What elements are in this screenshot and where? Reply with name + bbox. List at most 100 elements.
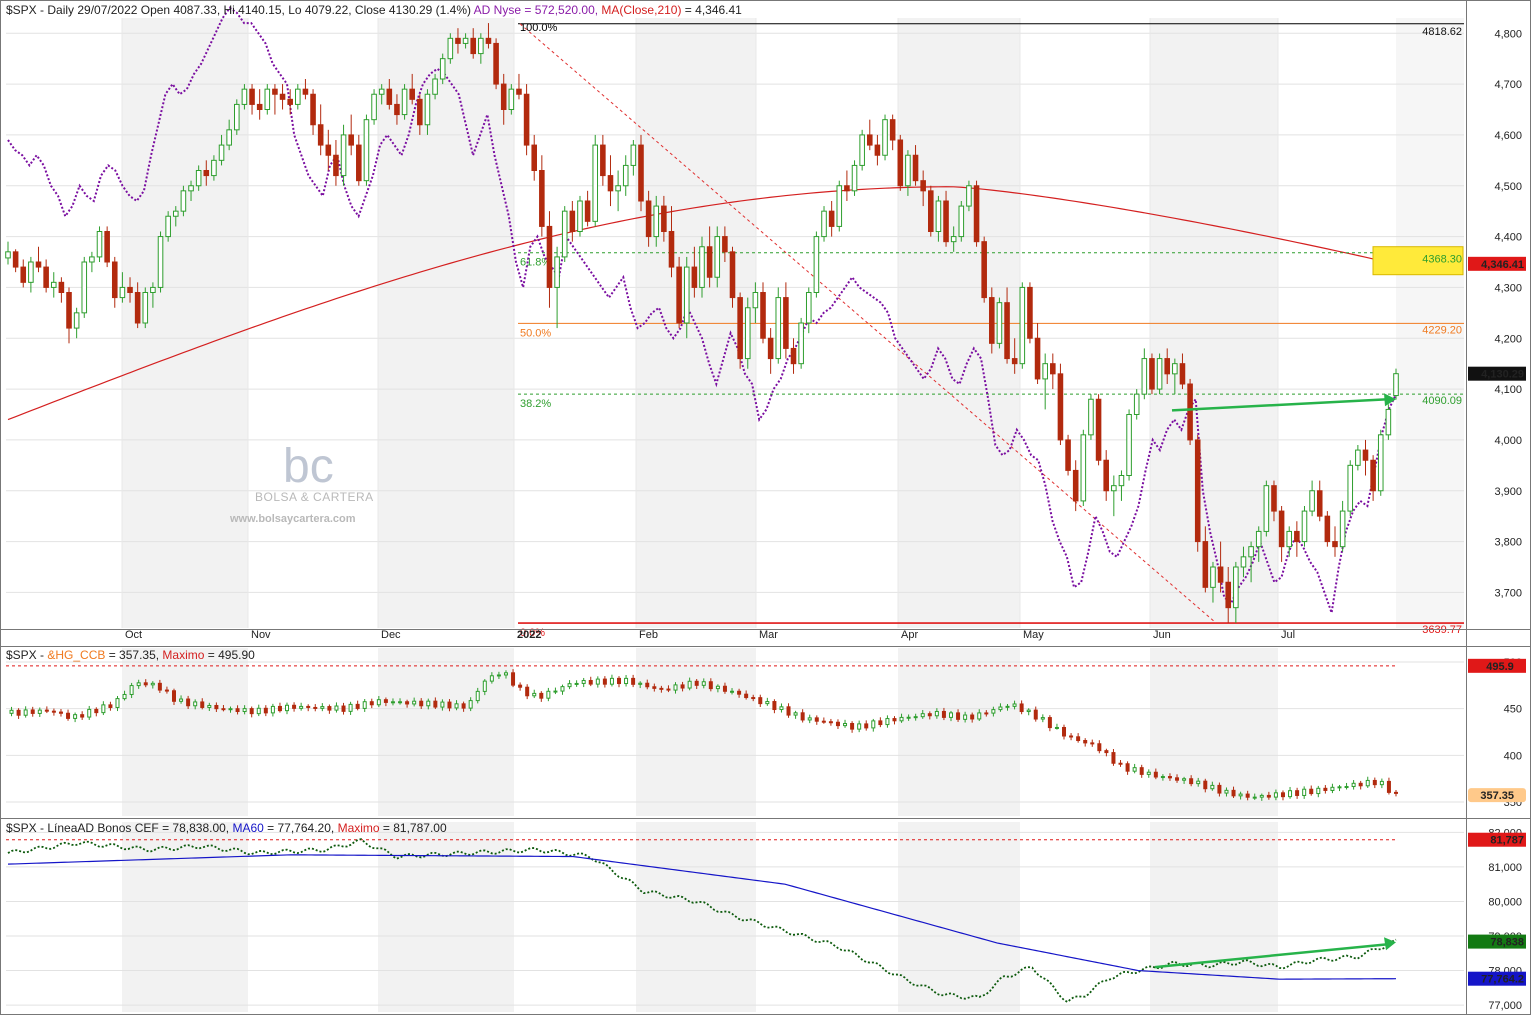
copper-body <box>475 690 480 702</box>
copper-body <box>186 698 191 707</box>
candle-body <box>188 185 194 192</box>
candle-body <box>272 88 278 95</box>
month-band <box>378 648 514 816</box>
copper-body <box>362 701 367 709</box>
copper-body <box>348 703 353 712</box>
candle-body <box>1393 373 1399 397</box>
fib-pct-label: 0.0% <box>520 627 545 639</box>
candle-body <box>531 144 538 171</box>
copper-body <box>525 686 530 697</box>
bonds-last-label: 78,838 <box>1490 937 1524 949</box>
fib-pct-label: 50.0% <box>520 327 551 339</box>
candle-body <box>455 37 461 44</box>
copper-body <box>1182 778 1187 781</box>
month-band <box>378 822 514 1012</box>
candle-body <box>1095 398 1102 461</box>
copper-body <box>51 710 56 713</box>
candle-body <box>180 190 187 212</box>
copper-body <box>355 703 360 709</box>
candle-body <box>5 251 11 259</box>
month-band <box>898 648 1020 816</box>
candle-body <box>584 200 591 222</box>
candle-body <box>821 210 827 238</box>
candle-body <box>607 175 614 192</box>
copper-body <box>306 705 311 708</box>
spx-y-tick: 4,000 <box>1494 435 1522 447</box>
candle-body <box>744 307 751 360</box>
header-segment-2: = 77,764.20, <box>264 821 334 835</box>
copper-body <box>58 711 63 714</box>
copper-body <box>228 708 233 711</box>
candle-body <box>1370 459 1376 492</box>
copper-body <box>1189 778 1194 785</box>
candle-body <box>798 322 804 365</box>
month-band <box>898 822 1020 1012</box>
candle-body <box>561 210 568 258</box>
candle-body <box>1347 464 1354 512</box>
copper-header: $SPX - &HG_CCB = 357.35, Maximo = 495.90 <box>6 648 255 662</box>
copper-body <box>800 712 805 721</box>
copper-body <box>1259 794 1264 798</box>
candle-body <box>28 261 34 283</box>
copper-body <box>560 686 565 692</box>
candle-body <box>356 144 362 182</box>
month-band <box>122 648 248 816</box>
candle-body <box>43 266 49 288</box>
copper-body <box>503 672 508 676</box>
copper-body <box>595 678 600 685</box>
copper-body <box>602 678 607 685</box>
candle-body <box>485 37 492 44</box>
candle-body <box>699 246 705 288</box>
copper-body <box>461 703 466 709</box>
copper-body <box>115 698 120 708</box>
candle-body <box>340 134 347 177</box>
copper-body <box>1175 777 1180 781</box>
copper-body <box>1224 789 1229 794</box>
copper-body <box>256 707 261 715</box>
copper-body <box>1238 793 1243 797</box>
copper-body <box>963 714 968 720</box>
watermark-logo: bc <box>283 440 334 493</box>
candle-body <box>966 185 972 207</box>
candle-body <box>1210 566 1216 588</box>
spx-y-tick: 4,300 <box>1494 282 1522 294</box>
copper-body <box>1125 763 1130 772</box>
candle-body <box>1050 363 1056 375</box>
copper-body <box>489 675 494 682</box>
candle-body <box>333 154 339 177</box>
fib-pct-label: 38.2% <box>520 398 551 410</box>
copper-body <box>1302 788 1307 796</box>
copper-body <box>1012 703 1017 707</box>
copper-body <box>73 714 78 719</box>
copper-body <box>171 690 176 702</box>
copper-body <box>221 708 226 711</box>
bonds-header: $SPX - LíneaAD Bonos CEF = 78,838.00, MA… <box>6 821 447 835</box>
x-tick-label: May <box>1023 629 1044 641</box>
candle-body <box>287 98 293 105</box>
candle-body <box>1065 439 1071 471</box>
copper-body <box>1076 736 1081 742</box>
candle-body <box>622 164 629 187</box>
spx-y-tick: 4,500 <box>1494 181 1522 193</box>
candle-body <box>851 164 858 192</box>
copper-body <box>341 705 346 712</box>
copper-body <box>1323 787 1328 791</box>
candle-body <box>1225 581 1232 609</box>
copper-body <box>1231 789 1236 797</box>
copper-max-label-bg <box>1468 658 1526 673</box>
candle-body <box>935 200 942 232</box>
copper-body <box>730 690 735 693</box>
copper-body <box>666 688 671 691</box>
copper-body <box>249 708 254 715</box>
close-price-label: 4,130.29 <box>1481 369 1524 381</box>
candle-body <box>35 261 42 268</box>
candle-body <box>714 236 721 278</box>
copper-body <box>920 713 925 718</box>
copper-body <box>956 712 961 720</box>
candle-body <box>203 170 210 177</box>
copper-y-tick: 400 <box>1504 750 1522 762</box>
copper-body <box>1054 726 1059 729</box>
candle-body <box>1042 363 1048 380</box>
bonds-trend-arrow <box>1154 942 1389 969</box>
